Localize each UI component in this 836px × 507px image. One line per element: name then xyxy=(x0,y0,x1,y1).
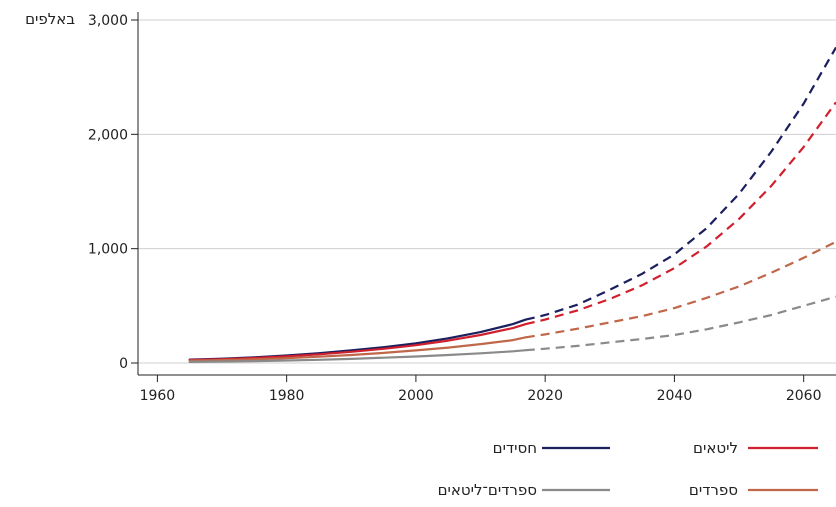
x-tick-label: 1960 xyxy=(140,388,176,404)
y-axis-unit-label: באלפים xyxy=(25,10,75,28)
axes xyxy=(137,12,836,376)
series-line-actual xyxy=(188,349,527,363)
y-axis-ticks: 0 1,000 2,000 3,000 xyxy=(88,13,138,372)
y-tick-label: 3,000 xyxy=(88,13,128,29)
legend-label: ספרדים־ליטאים xyxy=(438,481,537,499)
legend-label: ליטאים xyxy=(693,439,738,457)
series-line-projection xyxy=(525,295,836,352)
series-line-actual xyxy=(188,336,527,362)
y-tick-label: 2,000 xyxy=(88,127,128,143)
series-lines xyxy=(188,46,836,363)
gridlines xyxy=(138,19,836,364)
x-tick-label: 1980 xyxy=(269,388,305,404)
x-tick-label: 2060 xyxy=(786,388,822,404)
series-line-projection xyxy=(525,46,836,321)
x-tick-label: 2040 xyxy=(657,388,693,404)
y-tick-label: 0 xyxy=(119,356,128,372)
legend-label: חסידים xyxy=(493,439,537,457)
x-tick-label: 2000 xyxy=(398,388,434,404)
y-tick-label: 1,000 xyxy=(88,242,128,258)
series-line-actual xyxy=(188,323,527,362)
legend-label: ספרדים xyxy=(689,481,738,499)
series-line-projection xyxy=(525,101,836,326)
x-tick-label: 2020 xyxy=(527,388,563,404)
series-line-projection xyxy=(525,240,836,339)
legend: חסידים ליטאים ספרדים ספרדים־ליטאים xyxy=(438,439,818,499)
x-axis-ticks: 1960 1980 2000 2020 2040 2060 xyxy=(140,375,822,404)
